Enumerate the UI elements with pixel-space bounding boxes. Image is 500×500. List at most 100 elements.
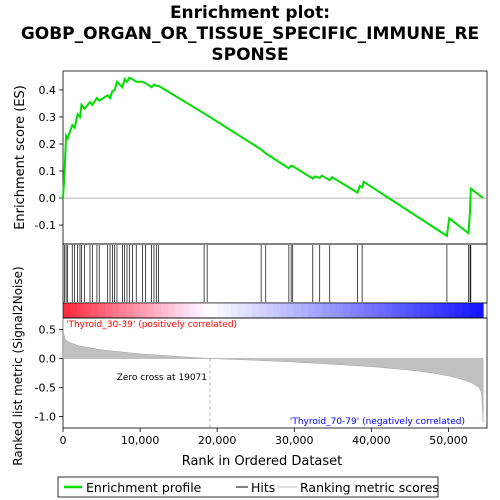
es-y-tick-label: 0.0 — [39, 192, 57, 205]
color-bar-segment — [175, 303, 183, 318]
color-bar-segment — [98, 303, 106, 318]
color-bar-segment — [77, 303, 85, 318]
color-bar-segment — [476, 303, 484, 318]
es-profile-point — [361, 186, 363, 188]
color-bar-segment — [273, 303, 281, 318]
color-bar-segment — [70, 303, 78, 318]
es-profile-point — [111, 90, 113, 92]
color-bar-segment — [322, 303, 330, 318]
es-profile-point — [107, 94, 109, 96]
es-profile-point — [62, 197, 64, 199]
es-profile-point — [482, 197, 484, 199]
es-profile-point — [321, 175, 323, 177]
color-bar-segment — [203, 303, 211, 318]
hits-panel-frame — [62, 243, 488, 304]
color-bar-segment — [343, 303, 351, 318]
es-profile-point — [356, 192, 359, 194]
color-bar-segment — [420, 303, 428, 318]
color-bar-segment — [231, 303, 239, 318]
es-profile-point — [153, 83, 155, 86]
color-bar-segment — [287, 303, 295, 318]
color-bar-segment — [210, 303, 218, 318]
color-bar-segment — [448, 303, 456, 318]
metric-y-tick-label: 0.5 — [39, 324, 57, 337]
color-bar-segment — [126, 303, 134, 318]
es-y-tick-label: 0.3 — [39, 111, 57, 124]
color-bar-segment — [119, 303, 127, 318]
color-bar-segment — [105, 303, 113, 318]
es-profile-point — [290, 165, 292, 167]
hits-panel — [62, 243, 488, 304]
es-profile-point — [73, 127, 76, 129]
es-profile-point — [63, 173, 66, 175]
metric-y-tick-label: -0.5 — [35, 381, 56, 394]
metric-y-tick-label: 0.0 — [39, 353, 57, 366]
color-bar-segment — [91, 303, 99, 318]
es-profile-point — [98, 100, 100, 102]
color-bar-segment — [315, 303, 323, 318]
color-bar-segment — [329, 303, 337, 318]
es-panel-frame — [62, 70, 488, 245]
es-profile-point — [312, 177, 314, 180]
color-bar-segment — [252, 303, 260, 318]
es-profile-point — [121, 86, 123, 88]
color-bar-segment — [308, 303, 316, 318]
es-profile-point — [363, 181, 365, 183]
es-y-tick-label: 0.2 — [39, 138, 57, 151]
es-y-tick-label: 0.4 — [39, 84, 57, 97]
color-bar-segment — [378, 303, 386, 318]
color-bar-segment — [63, 303, 71, 318]
es-profile-point — [469, 210, 471, 213]
color-bar-segment — [434, 303, 442, 318]
ranking-metric-area — [62, 317, 484, 423]
es-profile-point — [77, 113, 79, 115]
es-profile-point — [126, 81, 128, 83]
color-bar-segment — [161, 303, 169, 318]
es-profile-point — [135, 81, 137, 83]
color-bar-segment — [357, 303, 365, 318]
es-y-tick-label: 0.1 — [39, 165, 57, 178]
color-bar-segment — [168, 303, 176, 318]
color-bar-segment — [441, 303, 449, 318]
es-profile-point — [467, 232, 470, 234]
es-profile-point — [155, 85, 157, 87]
color-bar-segment — [266, 303, 274, 318]
legend: Enrichment profile Hits Ranking metric s… — [57, 476, 439, 498]
es-profile-point — [329, 179, 331, 181]
x-tick-label: 10,000 — [121, 434, 160, 447]
es-profile-point — [314, 175, 316, 178]
es-profile-point — [71, 124, 73, 126]
metric-y-tick-label: -1.0 — [35, 410, 56, 423]
rank-color-bar — [62, 302, 488, 319]
color-bar-segment — [224, 303, 232, 318]
x-tick-label: 20,000 — [198, 434, 237, 447]
es-profile-point — [205, 113, 207, 115]
color-bar-segment — [259, 303, 267, 318]
color-bar-segment — [280, 303, 288, 318]
metric-y-axis-label: Ranked list metric (Signal2Noise) — [11, 266, 25, 465]
es-profile-point — [91, 104, 93, 106]
x-tick-label: 0 — [60, 434, 67, 447]
color-bar-segment — [147, 303, 155, 318]
color-bar-segment — [350, 303, 358, 318]
es-profile-point — [151, 86, 153, 88]
color-bar-segment — [455, 303, 463, 318]
es-profile-point — [331, 176, 333, 178]
es-profile-point — [359, 185, 361, 187]
color-bar-segment — [385, 303, 393, 318]
color-bar-segment — [462, 303, 470, 318]
es-profile-point — [446, 235, 448, 237]
es-profile-line — [62, 76, 484, 238]
es-profile-point — [109, 97, 111, 99]
color-bar-segment — [392, 303, 400, 318]
es-profile-point — [124, 78, 126, 80]
es-profile-point — [292, 165, 294, 167]
color-bar-segment — [399, 303, 407, 318]
es-profile-point — [448, 217, 450, 219]
color-bar-segment — [112, 303, 120, 318]
negative-correlation-label: 'Thyroid_70-79' (negatively correlated) — [290, 417, 465, 427]
plot-title-line-1: Enrichment plot: — [170, 3, 330, 23]
es-profile-point — [89, 101, 91, 103]
x-axis-label: Rank in Ordered Dataset — [182, 454, 343, 469]
